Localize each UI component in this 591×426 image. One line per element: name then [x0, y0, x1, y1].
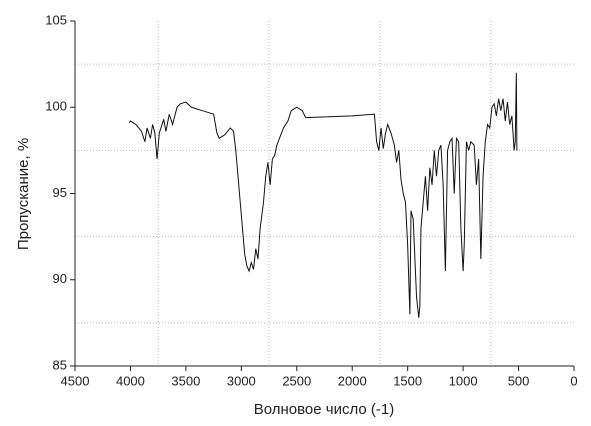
x-tick-label: 1500	[393, 373, 422, 388]
x-tick-label: 3000	[227, 373, 256, 388]
x-tick-label: 4500	[61, 373, 90, 388]
x-tick-label: 3500	[171, 373, 200, 388]
x-tick-label: 2500	[282, 373, 311, 388]
y-tick-label: 90	[53, 271, 67, 286]
y-tick-label: 100	[45, 99, 67, 114]
x-tick-label: 4000	[116, 373, 145, 388]
x-axis-label: Волновое число (-1)	[254, 401, 395, 418]
y-tick-label: 85	[53, 357, 67, 372]
y-tick-label: 105	[45, 12, 67, 27]
x-tick-label: 500	[508, 373, 530, 388]
spectrum-line	[128, 72, 518, 318]
y-axis-label: Пропускание, %	[15, 138, 32, 250]
y-tick-label: 95	[53, 185, 67, 200]
x-tick-label: 2000	[338, 373, 367, 388]
x-tick-label: 0	[570, 373, 577, 388]
x-tick-label: 1000	[449, 373, 478, 388]
